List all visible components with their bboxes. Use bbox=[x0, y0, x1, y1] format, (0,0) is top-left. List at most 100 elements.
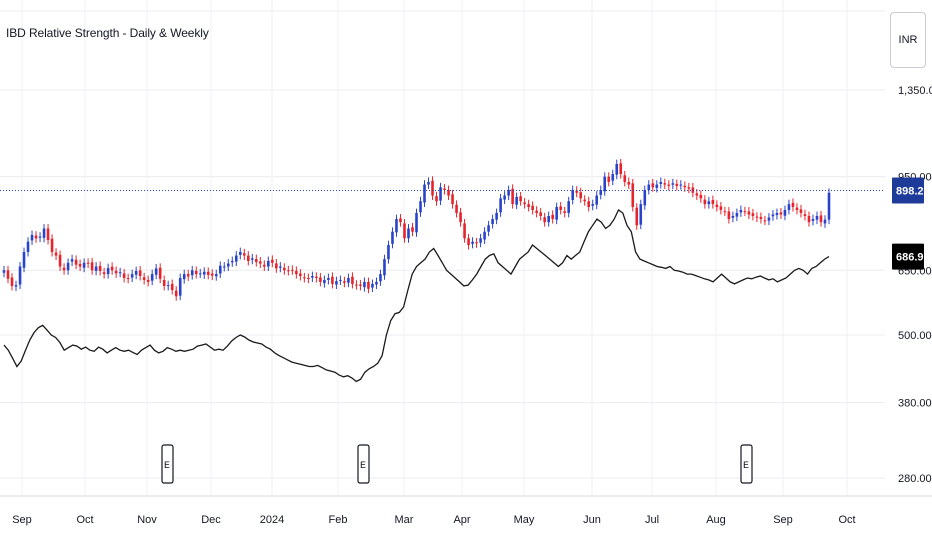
candle-body bbox=[631, 183, 635, 208]
candle-body bbox=[255, 259, 258, 263]
candle-body bbox=[379, 274, 382, 282]
candle-body bbox=[419, 201, 422, 213]
candle-body bbox=[735, 212, 739, 217]
candle-body bbox=[30, 234, 34, 241]
candle-body bbox=[443, 188, 446, 191]
candle-body bbox=[130, 274, 134, 278]
candle-body bbox=[799, 209, 803, 213]
candle-body bbox=[439, 187, 442, 201]
candle-body bbox=[539, 212, 542, 216]
candle-body bbox=[431, 180, 434, 196]
earnings-marker bbox=[357, 444, 370, 484]
candle-body bbox=[170, 283, 174, 291]
candle-body bbox=[683, 185, 687, 188]
last-price-tag bbox=[892, 177, 924, 204]
candle-body bbox=[487, 225, 490, 232]
candle-body bbox=[587, 201, 591, 208]
chart-title: IBD Relative Strength - Daily & Weekly bbox=[6, 26, 209, 40]
candle-body bbox=[395, 219, 398, 233]
x-tick-label: Oct bbox=[838, 514, 855, 526]
candle-body bbox=[671, 183, 675, 185]
candle-body bbox=[259, 261, 262, 264]
candle-body bbox=[619, 163, 623, 175]
x-tick-label: Nov bbox=[137, 514, 157, 526]
candle-body bbox=[651, 183, 655, 188]
candle-body bbox=[194, 270, 198, 275]
candle-body bbox=[727, 211, 731, 220]
rs-value-tag bbox=[892, 243, 924, 270]
candle-body bbox=[407, 228, 410, 239]
candle-body bbox=[623, 175, 627, 182]
candle-body bbox=[327, 277, 330, 280]
candle-body bbox=[246, 255, 250, 261]
candle-body bbox=[94, 266, 98, 271]
candle-body bbox=[823, 219, 827, 224]
candle-body bbox=[743, 211, 747, 213]
candle-body bbox=[178, 277, 182, 296]
candle-body bbox=[142, 277, 146, 280]
candle-body bbox=[166, 285, 170, 287]
candle-body bbox=[791, 202, 795, 208]
candle-body bbox=[122, 273, 126, 278]
candle-body bbox=[731, 215, 735, 218]
candle-body bbox=[451, 194, 454, 205]
candle-body bbox=[363, 281, 366, 288]
candle-body bbox=[779, 212, 783, 215]
candle-body bbox=[226, 263, 230, 267]
candle-body bbox=[38, 236, 42, 238]
last-price-label: 898.20 bbox=[896, 186, 930, 198]
candle-body bbox=[755, 216, 759, 218]
candle-body bbox=[595, 195, 599, 205]
candle-body bbox=[399, 218, 402, 223]
candle-body bbox=[599, 190, 603, 195]
candle-body bbox=[615, 164, 619, 175]
candle-body bbox=[110, 266, 114, 271]
candle-body bbox=[351, 276, 354, 284]
y-tick-label: 500.00 bbox=[898, 330, 932, 342]
candle-body bbox=[763, 220, 767, 222]
candle-body bbox=[479, 238, 482, 243]
candle-body bbox=[138, 270, 142, 277]
candle-body bbox=[82, 262, 86, 268]
candle-body bbox=[503, 195, 506, 200]
candle-body bbox=[535, 210, 538, 213]
y-tick-label: 1,350.00 bbox=[898, 85, 932, 97]
candle-body bbox=[283, 267, 286, 271]
candle-body bbox=[435, 196, 438, 202]
candle-body bbox=[675, 183, 679, 186]
x-tick-label: Aug bbox=[706, 514, 726, 526]
candle-body bbox=[46, 228, 50, 240]
candle-body bbox=[575, 190, 578, 193]
candle-body bbox=[251, 258, 254, 260]
candle-body bbox=[495, 212, 498, 220]
candle-body bbox=[34, 235, 38, 239]
candle-body bbox=[271, 259, 274, 263]
candle-body bbox=[507, 190, 510, 196]
candle-body bbox=[759, 216, 763, 220]
candle-body bbox=[70, 259, 74, 262]
candle-body bbox=[555, 207, 558, 220]
candle-body bbox=[447, 190, 450, 196]
candle-body bbox=[655, 184, 659, 188]
candle-body bbox=[455, 204, 458, 213]
candle-body bbox=[519, 196, 522, 202]
candle-body bbox=[391, 231, 394, 244]
candle-body bbox=[90, 262, 94, 271]
candle-body bbox=[343, 281, 346, 283]
candle-body bbox=[551, 214, 554, 220]
candle-body bbox=[118, 272, 122, 274]
candle-body bbox=[411, 227, 414, 232]
candle-body bbox=[527, 204, 530, 208]
candle-body bbox=[811, 219, 815, 221]
candle-body bbox=[375, 281, 378, 285]
candle-body bbox=[367, 281, 370, 289]
candle-body bbox=[206, 271, 210, 275]
y-tick-label: 280.00 bbox=[898, 473, 932, 485]
candle-body bbox=[154, 268, 158, 275]
candle-body bbox=[214, 274, 218, 277]
currency-button[interactable]: INR bbox=[890, 12, 926, 68]
candle-body bbox=[691, 187, 695, 193]
candle-body bbox=[287, 270, 290, 272]
candle-body bbox=[499, 198, 502, 213]
